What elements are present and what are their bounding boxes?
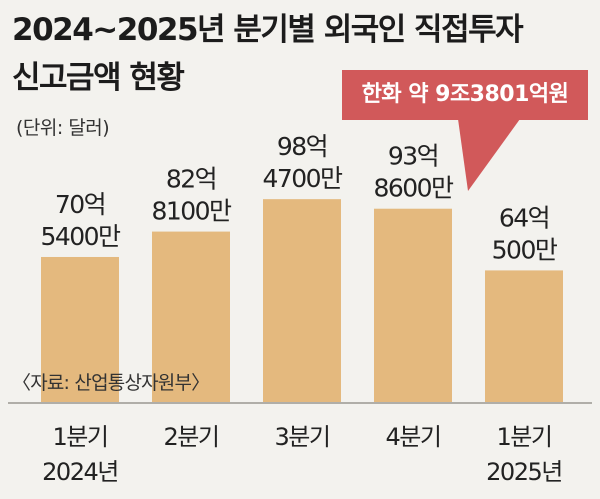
x-tick-5-year: 2025년 (486, 458, 562, 486)
x-tick-1-quarter: 1분기 (53, 423, 108, 451)
x-tick-3-quarter: 3분기 (275, 423, 330, 451)
chart-title-line-2: 신고금액 현황 (12, 60, 185, 96)
x-tick-labels-layer: 1분기 2024년 2분기 3분기 4분기 1분기 2025년 (42, 423, 563, 486)
value-label-4-line-2: 8600만 (373, 174, 454, 203)
source-note: 〈자료: 산업통상자원부〉 (12, 372, 210, 394)
bar-1 (41, 256, 119, 403)
bar-3 (263, 199, 341, 403)
x-tick-4-quarter: 4분기 (386, 423, 441, 451)
value-label-5-line-1: 64억 (499, 203, 549, 232)
value-label-2-line-2: 8100만 (151, 197, 232, 226)
x-tick-2-quarter: 2분기 (164, 423, 219, 451)
chart-title-line-1: 2024~2025년 분기별 외국인 직접투자 (12, 12, 524, 48)
bar-5 (485, 270, 563, 403)
value-label-1-line-2: 5400만 (40, 222, 121, 251)
callout-pointer (458, 119, 520, 191)
bar-4 (374, 208, 452, 403)
x-tick-1-year: 2024년 (42, 458, 118, 486)
value-label-3-line-2: 4700만 (262, 164, 343, 193)
bars-layer (41, 199, 563, 403)
value-labels-layer: 70억 5400만 82억 8100만 98억 4700만 93억 8600만 64억 500만 (40, 132, 559, 264)
value-label-1-line-1: 70억 (55, 190, 105, 219)
callout-box: 한화 약 9조3801억원 (342, 70, 588, 120)
value-label-5-line-2: 500만 (492, 235, 558, 264)
bar-2 (152, 231, 230, 403)
unit-label: (단위: 달러) (16, 117, 110, 139)
x-tick-5-quarter: 1분기 (497, 423, 552, 451)
value-label-3-line-1: 98억 (277, 132, 327, 161)
value-label-4-line-1: 93억 (388, 142, 438, 171)
value-label-2-line-1: 82억 (166, 165, 216, 194)
